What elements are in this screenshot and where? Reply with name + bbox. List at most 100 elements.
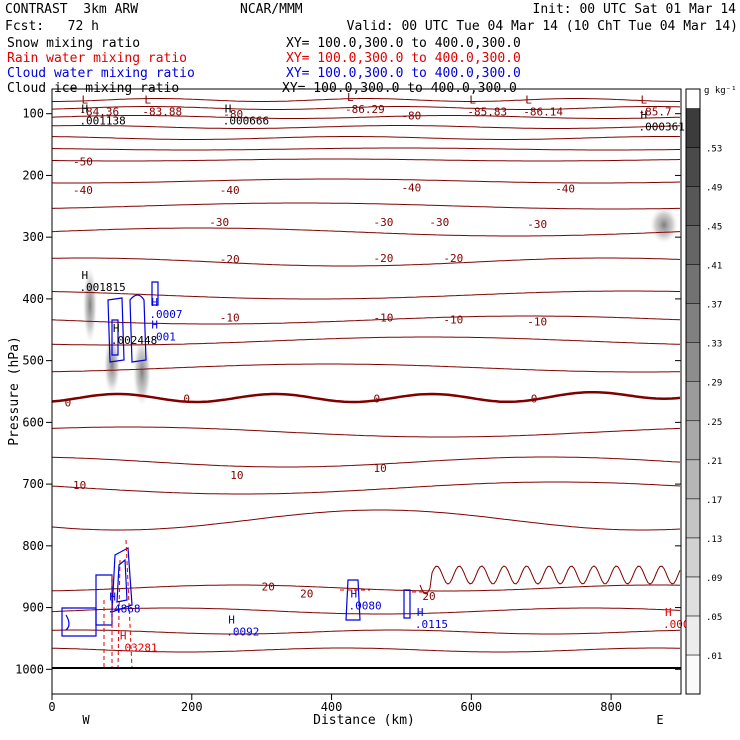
contour-label: -40 bbox=[220, 184, 240, 197]
colorbar-label: .41 bbox=[706, 262, 722, 272]
contour-label: 10 bbox=[373, 462, 386, 475]
contour-label: -20 bbox=[443, 252, 463, 265]
extremum-type: H bbox=[641, 109, 648, 122]
field-xy-rain: XY= 100.0,300.0 to 400.0,300.0 bbox=[286, 51, 521, 66]
temperature-contour-line bbox=[51, 178, 681, 184]
x-tick-label: 0 bbox=[48, 700, 55, 714]
contour-label: -40 bbox=[555, 183, 575, 196]
extremum-value: .03281 bbox=[118, 642, 158, 655]
temperature-contour-line bbox=[52, 98, 680, 102]
contour-label: -10 bbox=[527, 315, 547, 328]
extremum-value: .000361 bbox=[639, 121, 685, 134]
extremum-value: .0092 bbox=[226, 626, 259, 639]
y-tick-label: 500 bbox=[22, 354, 44, 368]
colorbar-label: .29 bbox=[706, 379, 722, 389]
extremum-value: .0007 bbox=[149, 308, 182, 321]
colorbar-label: .37 bbox=[706, 301, 722, 311]
temperature-contour-line bbox=[51, 106, 681, 110]
y-tick-label: 1000 bbox=[15, 662, 44, 676]
extremum-value: .4868 bbox=[107, 603, 140, 616]
temperature-contour-line bbox=[51, 202, 680, 210]
extremum-value: -86.14 bbox=[523, 106, 563, 119]
extremum-value: .001138 bbox=[79, 114, 125, 127]
field-xy-cloudwater: XY= 100.0,300.0 to 400.0,300.0 bbox=[286, 66, 521, 81]
temperature-contour-line bbox=[52, 158, 681, 162]
snow-patch bbox=[133, 338, 151, 406]
contour-label: -10 bbox=[443, 314, 463, 327]
contour-label: 0 bbox=[65, 396, 72, 409]
cloud-water-contour bbox=[403, 589, 411, 619]
colorbar-unit: g kg⁻¹ bbox=[704, 86, 737, 96]
x-tick-label: 400 bbox=[321, 700, 343, 714]
contour-label: -40 bbox=[73, 184, 93, 197]
colorbar-segment bbox=[685, 537, 701, 578]
boundary-layer-contour bbox=[419, 565, 681, 595]
cloud-water-contours bbox=[61, 281, 411, 637]
colorbar-label: .49 bbox=[706, 184, 722, 194]
cloud-water-contour bbox=[116, 558, 128, 603]
colorbar-label: .33 bbox=[706, 340, 722, 350]
init-time: Init: 00 UTC Sat 01 Mar 14 bbox=[532, 2, 737, 17]
y-axis-label: Pressure (hPa) bbox=[7, 336, 22, 446]
temperature-contour-line bbox=[51, 607, 681, 615]
extrema-labels: L-84.36L-83.88L-86.29L-85.83L-86.14L-85.… bbox=[79, 91, 689, 654]
colorbar-segment bbox=[685, 108, 701, 148]
colorbar-label: .13 bbox=[706, 535, 722, 545]
colorbar-segment bbox=[685, 225, 701, 265]
cloud-water-contour bbox=[129, 294, 147, 363]
colorbar-label: .53 bbox=[706, 145, 722, 155]
colorbar-segment bbox=[685, 420, 701, 461]
x-tick-label: 600 bbox=[460, 700, 482, 714]
colorbar-label: .01 bbox=[706, 652, 722, 662]
extremum-type: H bbox=[228, 614, 235, 627]
rain-water-contour bbox=[125, 539, 133, 669]
temperature-contour-line bbox=[51, 363, 681, 373]
colorbar-segment bbox=[685, 147, 701, 187]
contour-label: -20 bbox=[373, 252, 393, 265]
contour-label: -80 bbox=[401, 109, 421, 122]
temperature-contour-line bbox=[51, 456, 681, 468]
extremum-value: .001815 bbox=[79, 281, 125, 294]
cloud-water-contour bbox=[65, 614, 70, 631]
cloud-water-contour bbox=[111, 547, 133, 613]
cloud-water-contour bbox=[151, 281, 159, 306]
y-tick-label: 300 bbox=[22, 230, 44, 244]
snow-patch bbox=[104, 335, 120, 395]
extremum-value: .0080 bbox=[349, 600, 382, 613]
cloud-water-contour bbox=[345, 579, 361, 621]
contour-label: -10 bbox=[373, 312, 393, 325]
extremum-type: H bbox=[151, 296, 158, 309]
cloud-water-contour bbox=[107, 297, 125, 363]
temperature-contour-line bbox=[51, 584, 681, 592]
center-name: NCAR/MMM bbox=[240, 2, 303, 17]
extremum-value: -86.29 bbox=[345, 103, 385, 116]
colorbar-segment bbox=[685, 303, 701, 343]
field-label-rain: Rain water mixing ratio bbox=[7, 51, 188, 66]
colorbar-segment bbox=[685, 381, 701, 422]
colorbar-label: .25 bbox=[706, 418, 722, 428]
contour-label: 0 bbox=[531, 393, 538, 406]
temperature-contour-line bbox=[51, 481, 681, 495]
contour-label: -30 bbox=[429, 216, 449, 229]
y-tick-label: 700 bbox=[22, 477, 44, 491]
temperature-contour-line bbox=[51, 426, 681, 438]
temperature-contour-line bbox=[51, 290, 680, 300]
valid-time: Valid: 00 UTC Tue 04 Mar 14 (10 ChT Tue … bbox=[346, 19, 738, 34]
contour-label: -20 bbox=[220, 253, 240, 266]
colorbar: .01 .05 .09 .13 .17 .21 .25 .29 .33 .37 .41 .45 .49.… bbox=[685, 86, 737, 695]
contour-label: -30 bbox=[209, 216, 229, 229]
extremum-type: H bbox=[351, 588, 358, 601]
extremum-value: .002448 bbox=[111, 334, 157, 347]
colorbar-segment bbox=[685, 654, 701, 695]
temperature-contours bbox=[51, 98, 681, 653]
contour-label: -80 bbox=[223, 108, 243, 121]
contour-label: 0 bbox=[373, 393, 380, 406]
temperature-contour-line bbox=[51, 390, 681, 404]
contour-label: -50 bbox=[73, 156, 93, 169]
extremum-value: .000 bbox=[663, 618, 690, 631]
colorbar-label: .05 bbox=[706, 613, 722, 623]
west-label: W bbox=[82, 713, 90, 727]
extremum-type: H bbox=[81, 102, 88, 115]
temperature-contour-line bbox=[51, 147, 680, 151]
